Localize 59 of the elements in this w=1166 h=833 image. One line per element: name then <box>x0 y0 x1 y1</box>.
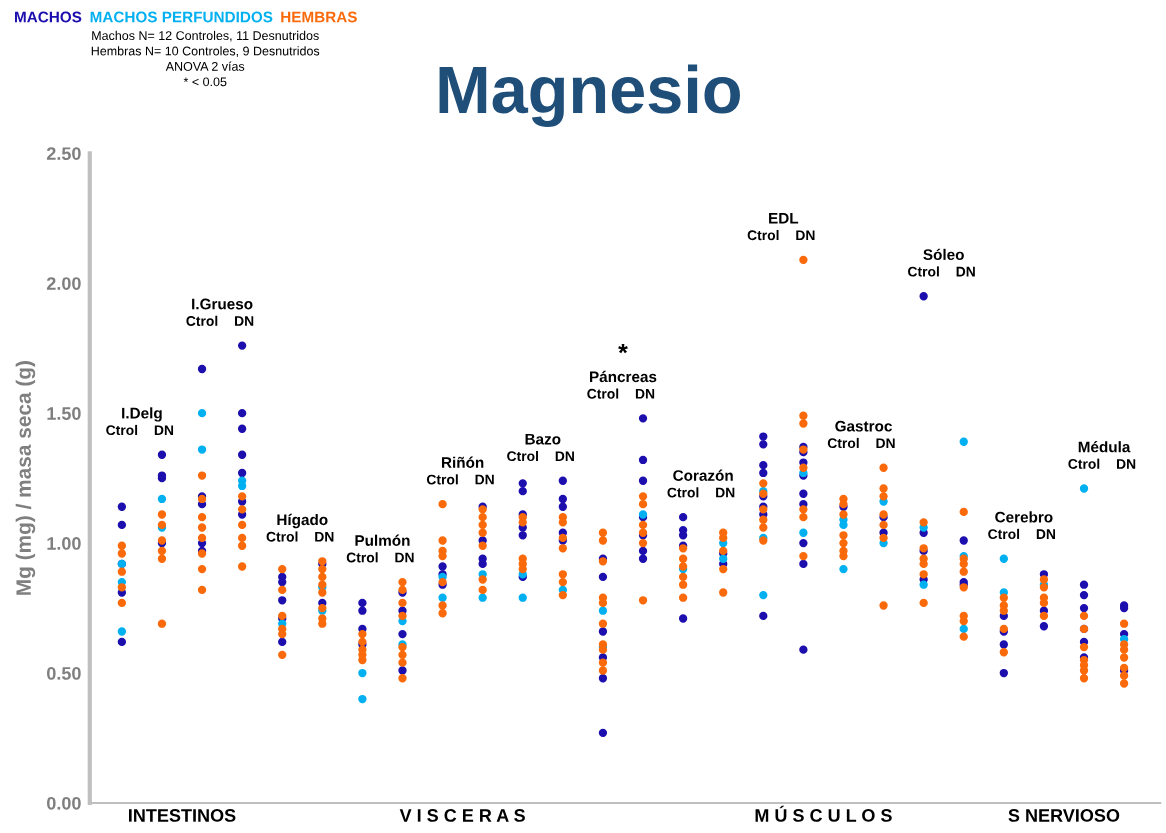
text: S NERVIOSO <box>1008 809 1120 822</box>
annotation: Ctrol <box>346 552 378 563</box>
annotation: DN <box>876 438 895 448</box>
annotation: Ctrol <box>266 531 298 542</box>
chart-title: Magnesio <box>439 64 740 128</box>
annotation: Ctrol <box>827 437 859 449</box>
annotation: DN <box>315 531 334 542</box>
text: ANOVA 2 vías <box>165 61 245 71</box>
y-tick-label: 0.50 <box>47 667 81 680</box>
annotation: Ctrol <box>106 424 138 436</box>
annotation: Ctrol <box>186 315 218 326</box>
annotation: DN <box>956 266 975 277</box>
text: * < 0.05 <box>183 77 227 87</box>
annotation: DN <box>1116 459 1136 469</box>
annotation: EDL <box>769 212 799 224</box>
text: M Ú S C U L O S <box>755 805 892 822</box>
annotation: Ctrol <box>507 450 538 462</box>
text: Machos N= 12 Controles, 11 Desnutridos <box>92 30 319 42</box>
annotation: DN <box>235 316 254 326</box>
annotation: * <box>618 343 628 354</box>
annotation: Cerebro <box>995 511 1053 523</box>
text: HEMBRAS <box>281 11 357 23</box>
y-tick-label: 2.50 <box>46 147 81 160</box>
annotation: Ctrol <box>426 474 458 485</box>
text: MACHOS PERFUNDIDOS <box>90 11 273 23</box>
annotation: I.Grueso <box>192 298 253 310</box>
annotation: Gastroc <box>835 420 892 432</box>
y-tick-label: 1.00 <box>47 537 81 550</box>
annotation: Páncreas <box>590 370 657 383</box>
y-tick-label: 2.00 <box>46 277 81 290</box>
annotation: Corazón <box>673 469 733 481</box>
annotation: DN <box>1036 529 1056 539</box>
annotation: DN <box>555 451 574 461</box>
annotation: Ctrol <box>667 487 699 498</box>
annotation: Ctrol <box>1068 458 1100 469</box>
annotation: DN <box>395 552 414 563</box>
text: Hembras N= 10 Controles, 9 Desnutridos <box>91 46 320 57</box>
annotation: Pulmón <box>355 534 410 546</box>
annotation: Ctrol <box>747 229 779 241</box>
annotation: Ctrol <box>587 388 619 399</box>
y-axis-title: Mg (mg) / masa seca (g) <box>15 361 36 595</box>
y-tick-label: 0.00 <box>47 796 81 810</box>
annotation: Bazo <box>525 433 561 445</box>
annotation: DN <box>796 230 815 241</box>
annotation: Ctrol <box>908 266 939 277</box>
annotation: DN <box>154 425 174 435</box>
text: V I S C E R A S <box>399 809 525 822</box>
text: MACHOS <box>15 11 82 23</box>
annotation: I.Delg <box>122 407 162 422</box>
annotation: Sóleo <box>923 248 964 261</box>
annotation: Ctrol <box>988 528 1020 540</box>
text: INTESTINOS <box>129 809 236 822</box>
annotation: DN <box>716 487 735 498</box>
annotation: Médula <box>1078 441 1131 453</box>
y-tick-label: 1.50 <box>47 407 81 420</box>
annotation: DN <box>475 474 494 485</box>
annotation: DN <box>635 389 655 399</box>
annotation: Riñón <box>442 456 484 468</box>
annotation: Hígado <box>277 513 328 529</box>
